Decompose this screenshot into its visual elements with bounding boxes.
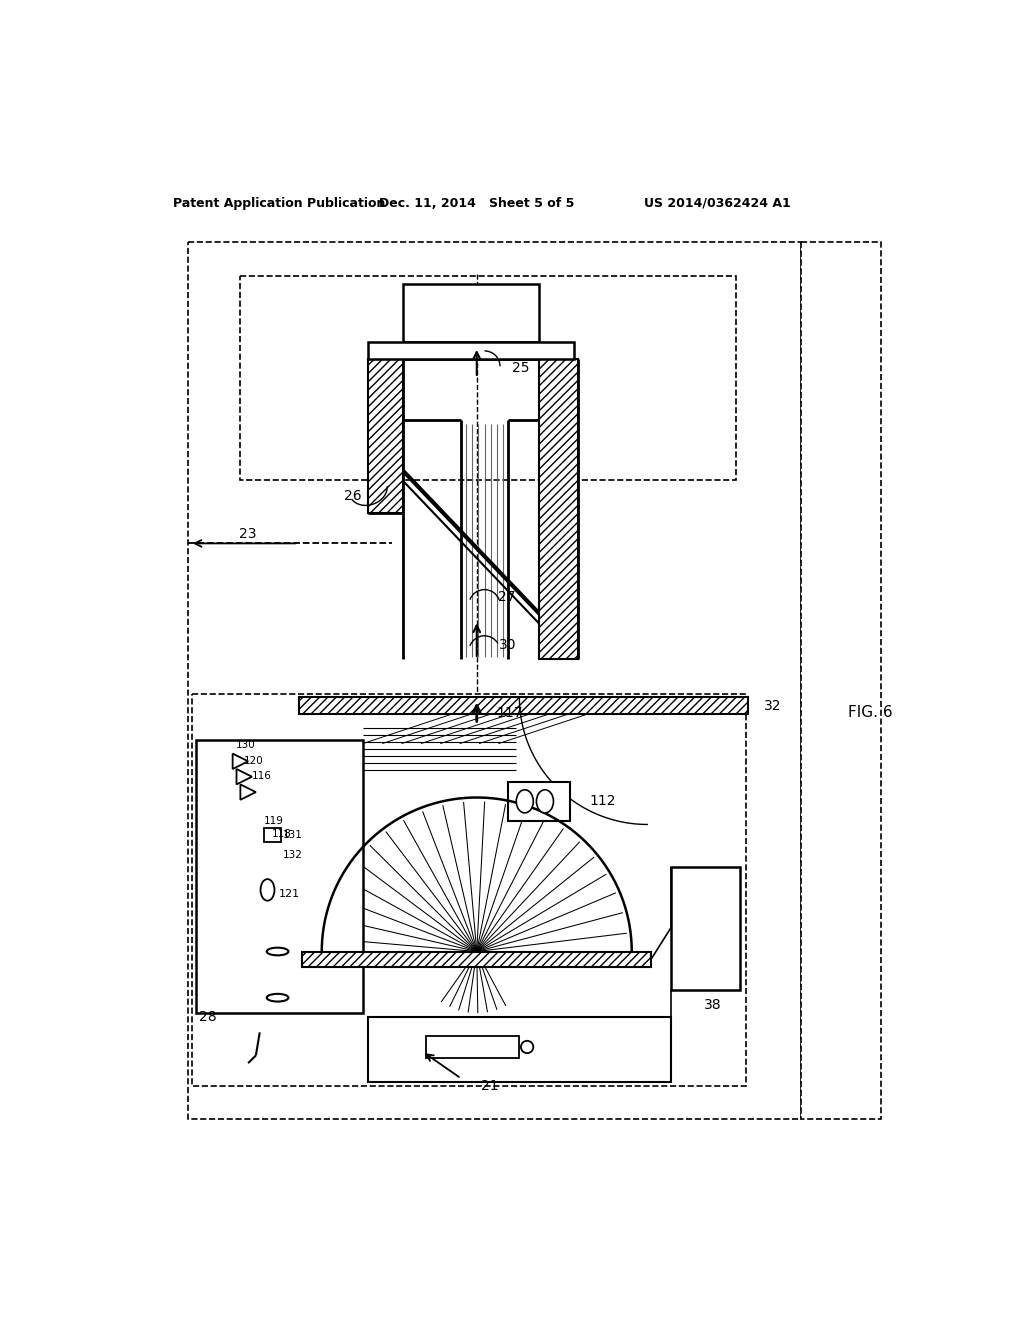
Text: 27: 27 [499, 590, 516, 605]
Bar [369, 359, 403, 512]
Text: 26: 26 [344, 488, 361, 503]
Bar [263, 829, 281, 842]
Text: 116: 116 [252, 771, 271, 781]
Ellipse shape [537, 789, 554, 813]
Bar [191, 693, 745, 1086]
Text: 25: 25 [512, 360, 529, 375]
Ellipse shape [516, 789, 534, 813]
Text: 121: 121 [280, 888, 300, 899]
Text: 112: 112 [589, 793, 615, 808]
Ellipse shape [266, 948, 289, 956]
Text: Patent Application Publication: Patent Application Publication [173, 197, 385, 210]
Bar [369, 1016, 671, 1082]
Text: 130: 130 [237, 741, 256, 750]
Bar [188, 242, 801, 1119]
Bar [801, 242, 881, 1119]
Ellipse shape [260, 879, 274, 900]
Text: 21: 21 [480, 1080, 499, 1093]
Bar [197, 739, 362, 1014]
Text: US 2014/0362424 A1: US 2014/0362424 A1 [644, 197, 791, 210]
Circle shape [521, 1040, 534, 1053]
Bar [508, 781, 569, 821]
Text: 117: 117 [496, 706, 522, 719]
Bar [426, 1036, 519, 1057]
Ellipse shape [266, 994, 289, 1002]
Text: 131: 131 [283, 830, 303, 841]
Text: 23: 23 [240, 527, 257, 541]
Text: 32: 32 [764, 698, 781, 713]
Text: 120: 120 [244, 755, 263, 766]
Bar [302, 952, 651, 966]
Text: 28: 28 [199, 1010, 216, 1024]
Text: 132: 132 [283, 850, 303, 861]
Bar [403, 284, 539, 342]
Bar [539, 359, 578, 659]
Bar [299, 697, 748, 714]
Bar [241, 276, 736, 480]
Text: FIG. 6: FIG. 6 [848, 705, 893, 721]
Bar [671, 867, 740, 990]
Text: 118: 118 [271, 829, 291, 840]
Bar [369, 342, 573, 359]
Text: 38: 38 [705, 998, 722, 1012]
Text: 30: 30 [499, 638, 516, 652]
Text: 119: 119 [263, 816, 284, 825]
Text: Dec. 11, 2014   Sheet 5 of 5: Dec. 11, 2014 Sheet 5 of 5 [379, 197, 574, 210]
